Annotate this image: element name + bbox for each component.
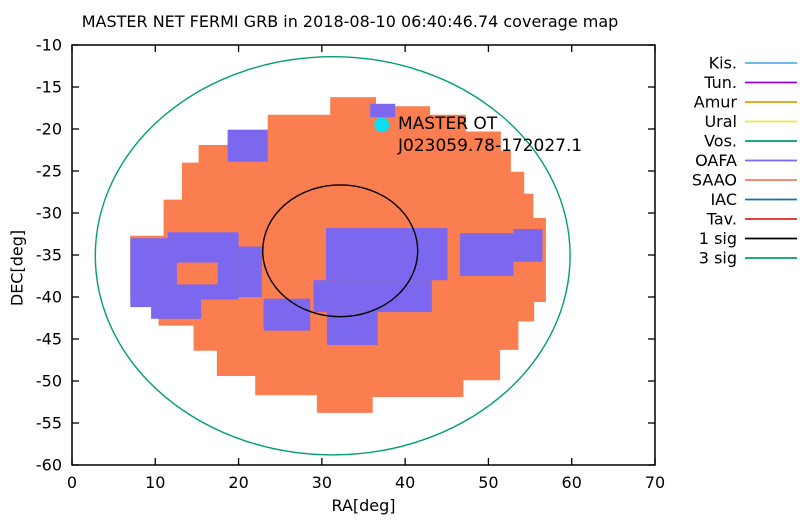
coverage-tile-oafa	[460, 233, 514, 276]
coverage-tile-oafa	[151, 299, 202, 319]
x-axis-label: RA[deg]	[331, 496, 396, 515]
ot-annotation: MASTER OT J023059.78-172027.1	[398, 113, 582, 157]
legend-label-ural: Ural	[704, 112, 737, 131]
coverage-tile-oafa	[263, 298, 311, 331]
legend-label-3sig: 3 sig	[699, 249, 737, 268]
legend-label-1sig: 1 sig	[699, 229, 737, 248]
coverage-tile-oafa	[227, 129, 268, 162]
legend-label-tav: Tav.	[706, 210, 737, 229]
y-tick-label: -25	[36, 162, 62, 181]
y-tick-label: -50	[36, 372, 62, 391]
x-tick-label: 10	[145, 473, 165, 492]
coverage-tile-oafa	[238, 246, 262, 297]
x-tick-label: 40	[395, 473, 415, 492]
y-tick-label: -15	[36, 78, 62, 97]
y-axis-label: DEC[deg]	[7, 229, 27, 307]
legend-label-saao: SAAO	[692, 171, 737, 190]
coverage-tile-oafa	[326, 312, 378, 345]
y-tick-label: -40	[36, 288, 62, 307]
chart-title: MASTER NET FERMI GRB in 2018-08-10 06:40…	[81, 12, 619, 31]
sigma-ellipse-3-sig	[94, 55, 571, 456]
y-tick-label: -30	[36, 204, 62, 223]
x-tick-label: 70	[645, 473, 665, 492]
x-tick-label: 20	[228, 473, 248, 492]
coverage-tile-oafa	[326, 228, 448, 281]
y-tick-label: -35	[36, 246, 62, 265]
legend-label-iac: IAC	[710, 190, 737, 209]
x-tick-label: 50	[478, 473, 498, 492]
x-tick-label: 60	[562, 473, 582, 492]
coverage-tile-oafa	[313, 280, 432, 313]
ot-annotation-line1: MASTER OT	[398, 114, 498, 134]
y-tick-label: -10	[36, 36, 62, 55]
ot-marker	[374, 117, 390, 133]
coverage-tile-oafa	[513, 229, 543, 262]
legend-label-amur: Amur	[694, 93, 738, 112]
ot-annotation-line2: J023059.78-172027.1	[398, 136, 583, 156]
legend-label-vos: Vos.	[704, 132, 737, 151]
coverage-tile-saao	[176, 262, 218, 285]
y-tick-label: -45	[36, 330, 62, 349]
y-tick-label: -55	[36, 414, 62, 433]
legend-label-oafa: OAFA	[695, 151, 737, 170]
y-tick-label: -60	[36, 456, 62, 475]
y-tick-label: -20	[36, 120, 62, 139]
legend-label-tun: Tun.	[703, 73, 737, 92]
legend-label-kis: Kis.	[709, 54, 737, 73]
x-tick-label: 0	[67, 473, 77, 492]
x-tick-label: 30	[312, 473, 332, 492]
sigma-ellipse-1-sig	[262, 184, 419, 318]
coverage-tile-oafa	[370, 103, 396, 118]
